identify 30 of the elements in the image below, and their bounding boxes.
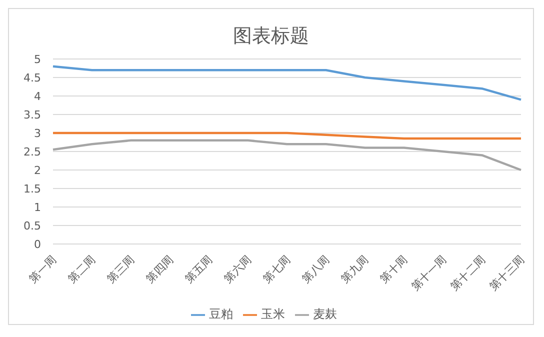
y-tick-label: 1 xyxy=(34,200,41,214)
y-tick-label: 5 xyxy=(34,52,41,66)
legend-label: 玉米 xyxy=(261,307,285,321)
y-tick-label: 2.5 xyxy=(24,145,41,158)
x-tick-label: 第四周 xyxy=(144,252,176,286)
legend-label: 麦麸 xyxy=(313,307,337,321)
y-tick-label: 2 xyxy=(34,164,41,177)
x-tick-label: 第十周 xyxy=(378,252,410,286)
line-series xyxy=(52,139,522,172)
line-series xyxy=(52,65,522,101)
x-tick-label: 第九周 xyxy=(338,252,372,286)
y-tick-label: 4 xyxy=(34,90,41,103)
x-tick-label: 第一周 xyxy=(26,252,60,286)
x-tick-label: 第七周 xyxy=(260,252,294,286)
y-tick-label: 4.5 xyxy=(24,71,41,84)
x-tick-label: 第六周 xyxy=(222,252,254,286)
y-tick-label: 3 xyxy=(34,126,41,140)
x-tick-label: 第五周 xyxy=(182,252,216,286)
chart-title: 图表标题 xyxy=(232,24,310,49)
legend-label: 豆粕 xyxy=(209,307,233,321)
y-tick-label: 3.5 xyxy=(24,108,41,122)
x-tick-label: 第十二周 xyxy=(448,252,488,294)
x-tick-label: 第十三周 xyxy=(486,252,528,294)
x-tick-label: 第八周 xyxy=(300,252,332,286)
x-tick-label: 第二周 xyxy=(66,252,98,286)
y-tick-label: 0.5 xyxy=(24,219,41,232)
x-tick-label: 第十一周 xyxy=(408,252,450,294)
y-tick-label: 0 xyxy=(34,238,41,251)
x-tick-label: 第三周 xyxy=(104,252,138,286)
y-tick-label: 1.5 xyxy=(24,182,41,196)
